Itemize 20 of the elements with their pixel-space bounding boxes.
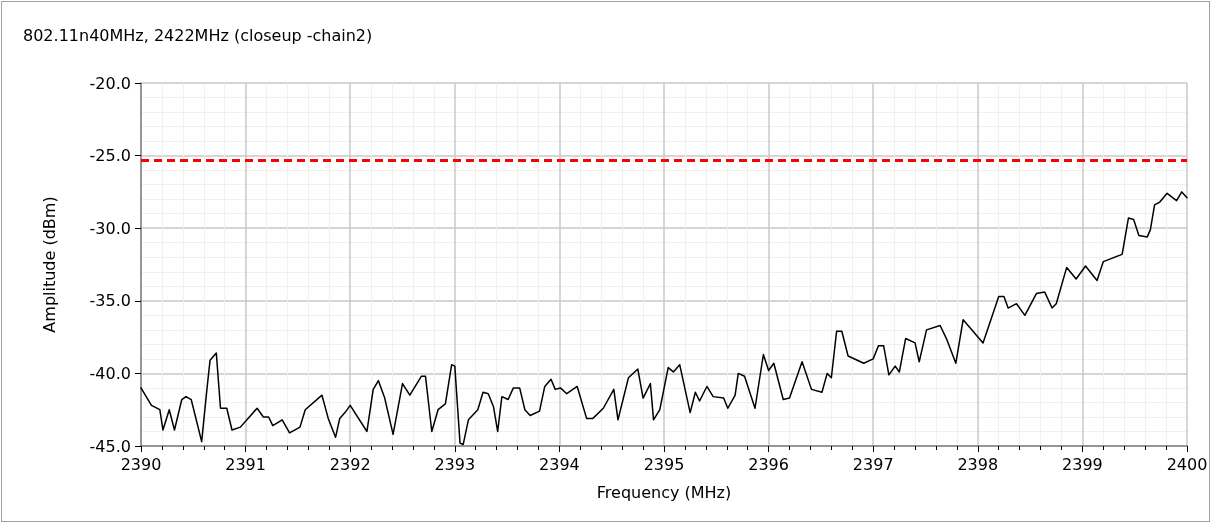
x-tick-label: 2390 <box>120 454 162 474</box>
x-tick-label: 2397 <box>852 454 894 474</box>
y-tick-label: -30.0 <box>89 218 131 238</box>
y-tick-label: -45.0 <box>89 436 131 456</box>
y-axis-title: Amplitude (dBm) <box>39 196 59 333</box>
x-tick-label: 2399 <box>1062 454 1103 474</box>
x-tick-label: 2396 <box>748 454 789 474</box>
y-tick-label: -25.0 <box>89 146 131 166</box>
y-tick-label: -20.0 <box>89 73 131 93</box>
x-tick-label: 2400 <box>1166 454 1208 474</box>
x-axis-title: Frequency (MHz) <box>596 482 732 502</box>
x-tick-label: 2398 <box>957 454 999 474</box>
y-tick-label: -40.0 <box>89 363 131 383</box>
x-tick-label: 2391 <box>225 454 266 474</box>
chart-title: 802.11n40MHz, 2422MHz (closeup -chain2) <box>23 25 373 45</box>
x-tick-label: 2393 <box>434 454 476 474</box>
x-tick-label: 2395 <box>643 454 685 474</box>
x-tick-label: 2394 <box>539 454 580 474</box>
y-tick-label: -35.0 <box>89 291 131 311</box>
x-tick-label: 2392 <box>329 454 371 474</box>
